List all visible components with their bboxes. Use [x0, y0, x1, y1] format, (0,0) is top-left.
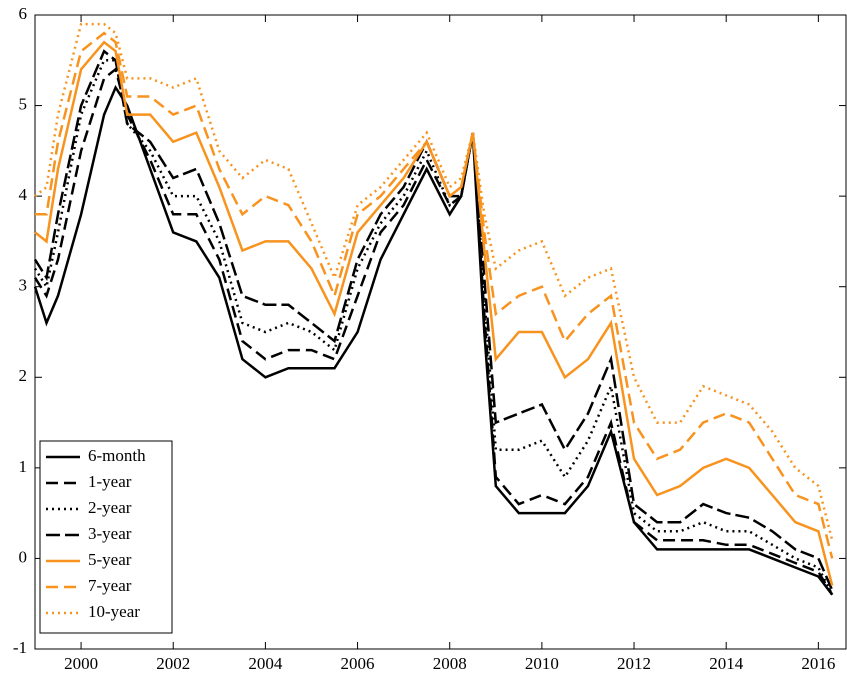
y-tick-label: 6: [19, 4, 28, 23]
legend-label: 10-year: [88, 602, 140, 621]
series-line: [33, 59, 834, 596]
x-tick-label: 2002: [156, 654, 190, 673]
x-tick-label: 2006: [341, 654, 375, 673]
legend-box: [39, 440, 173, 634]
series-line: [35, 31, 834, 559]
legend-label: 5-year: [88, 550, 132, 569]
legend-label: 6-month: [88, 446, 146, 465]
x-tick-label: 2012: [617, 654, 651, 673]
y-tick-label: 0: [19, 547, 28, 566]
y-tick-label: -1: [13, 638, 27, 657]
x-tick-label: 2016: [801, 654, 835, 673]
x-tick-label: 2004: [248, 654, 283, 673]
y-tick-label: 1: [19, 457, 28, 476]
series-line: [34, 22, 834, 541]
legend-label: 7-year: [88, 576, 132, 595]
y-tick-label: 2: [19, 366, 28, 385]
y-tick-label: 3: [19, 276, 28, 295]
y-tick-label: 5: [19, 94, 28, 113]
x-tick-label: 2000: [64, 654, 98, 673]
series-line: [34, 40, 834, 586]
x-tick-label: 2008: [433, 654, 467, 673]
x-tick-label: 2014: [709, 654, 744, 673]
x-tick-label: 2010: [525, 654, 559, 673]
legend-label: 2-year: [88, 498, 132, 517]
legend-label: 1-year: [88, 472, 132, 491]
y-tick-label: 4: [19, 185, 28, 204]
legend-label: 3-year: [88, 524, 132, 543]
